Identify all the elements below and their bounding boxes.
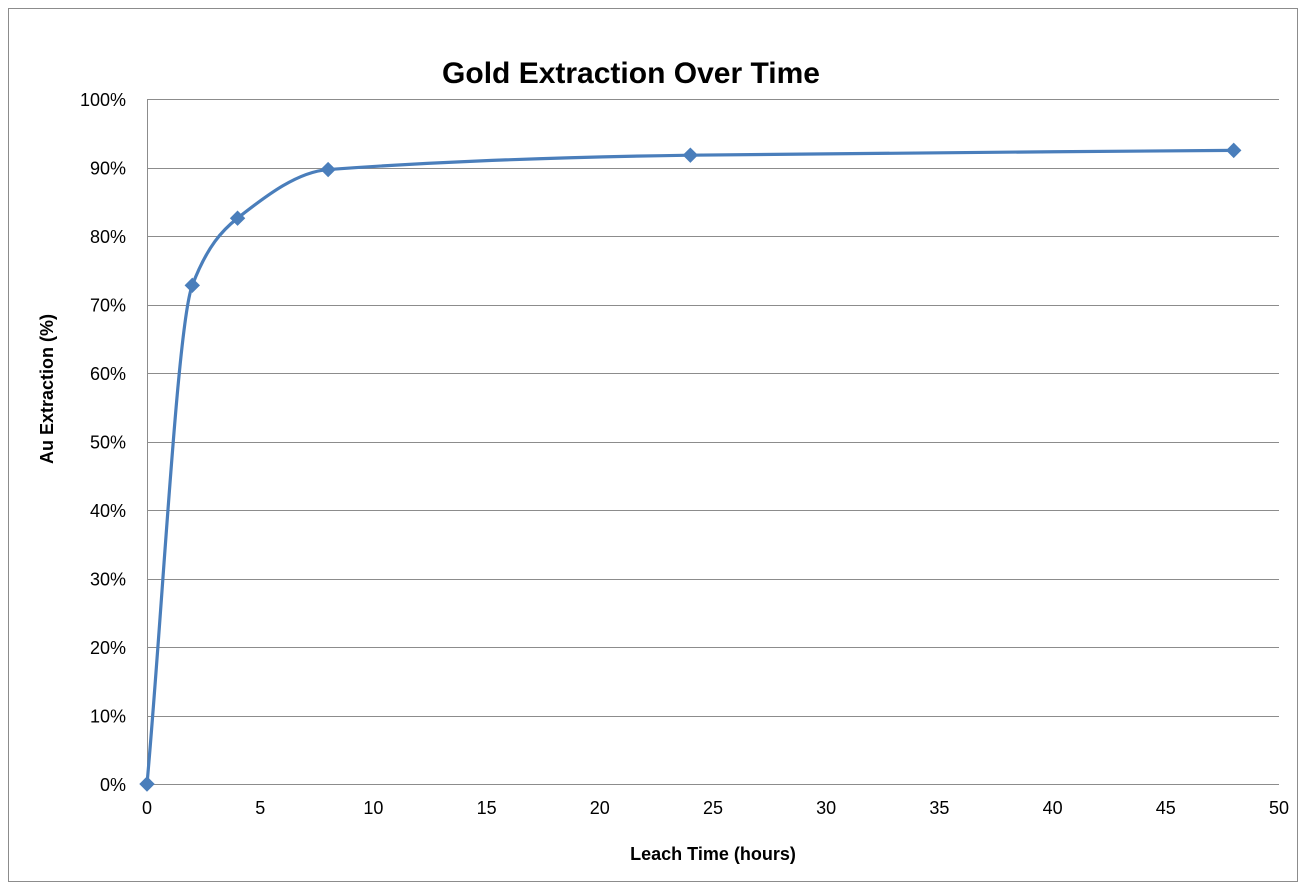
data-point-marker [1226, 142, 1242, 159]
data-point-marker [682, 147, 699, 163]
data-point-marker [229, 210, 246, 226]
y-tick-label: 70% [90, 296, 126, 316]
y-tick-label: 10% [90, 707, 126, 727]
series-line [145, 148, 1236, 786]
x-axis-title: Leach Time (hours) [630, 844, 796, 864]
data-point-marker [184, 277, 200, 294]
y-tick-label: 40% [90, 501, 126, 521]
x-tick-label: 0 [142, 798, 152, 818]
x-tick-label: 35 [929, 798, 949, 818]
tick-labels: 0% 10% 20% 30% 40% 50% 60% 70% 80% 90% 100% 0 5 10 15 2… [80, 90, 1289, 818]
axes [147, 99, 1279, 785]
y-tick-label: 0% [100, 775, 126, 795]
series-layer [139, 142, 1242, 792]
x-tick-label: 30 [816, 798, 836, 818]
y-tick-label: 100% [80, 90, 126, 110]
y-tick-label: 90% [90, 159, 126, 179]
chart-area [8, 8, 1298, 882]
gridlines [147, 99, 1279, 717]
x-tick-label: 5 [255, 798, 265, 818]
y-tick-label: 50% [90, 433, 126, 453]
chart-title: Gold Extraction Over Time [442, 57, 820, 90]
x-tick-label: 25 [703, 798, 723, 818]
x-tick-label: 50 [1269, 798, 1289, 818]
x-tick-label: 20 [590, 798, 610, 818]
y-tick-label: 20% [90, 638, 126, 658]
y-tick-label: 80% [90, 227, 126, 247]
y-tick-label: 60% [90, 364, 126, 384]
x-tick-label: 15 [477, 798, 497, 818]
y-tick-label: 30% [90, 570, 126, 590]
x-tick-label: 45 [1156, 798, 1176, 818]
data-point-marker [320, 161, 336, 178]
x-tick-label: 10 [363, 798, 383, 818]
y-axis-title: Au Extraction (%) [37, 314, 57, 464]
x-tick-label: 40 [1043, 798, 1063, 818]
data-point-marker [139, 776, 155, 792]
